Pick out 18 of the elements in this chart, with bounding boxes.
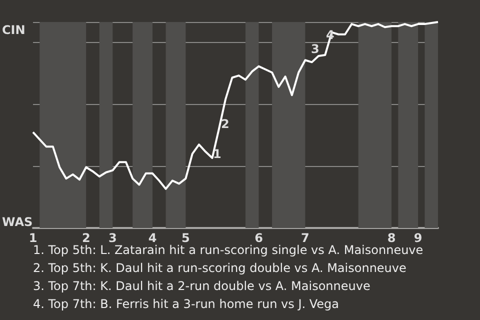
x-tick-label: 9 xyxy=(414,231,422,245)
annotation: 2 xyxy=(221,117,230,131)
x-tick-label: 3 xyxy=(108,231,117,245)
x-tick-label: 2 xyxy=(82,231,90,245)
annotation: 3 xyxy=(311,42,320,56)
annotation: 1 xyxy=(213,147,222,161)
x-tick-label: 7 xyxy=(301,231,310,245)
text: CIN xyxy=(2,23,26,37)
x-tick-label: 1 xyxy=(28,231,38,245)
text: 2. Top 5th: K. Daul hit a run-scoring double vs A. Maisonneuve xyxy=(33,261,406,275)
x-tick-label: 5 xyxy=(182,231,190,245)
x-tick-label: 6 xyxy=(254,231,263,245)
text: WAS xyxy=(2,215,33,229)
text: 3. Top 7th: K. Daul hit a 2-run double vs A. Maisonneuve xyxy=(33,279,370,293)
x-tick-label: 4 xyxy=(148,231,157,245)
text: 1. Top 5th: L. Zatarain hit a run-scoring single vs A. Maisonneuve xyxy=(33,243,424,257)
x-tick-label: 8 xyxy=(387,231,396,245)
text: 4. Top 7th: B. Ferris hit a 3-run home run vs J. Vega xyxy=(33,297,339,311)
